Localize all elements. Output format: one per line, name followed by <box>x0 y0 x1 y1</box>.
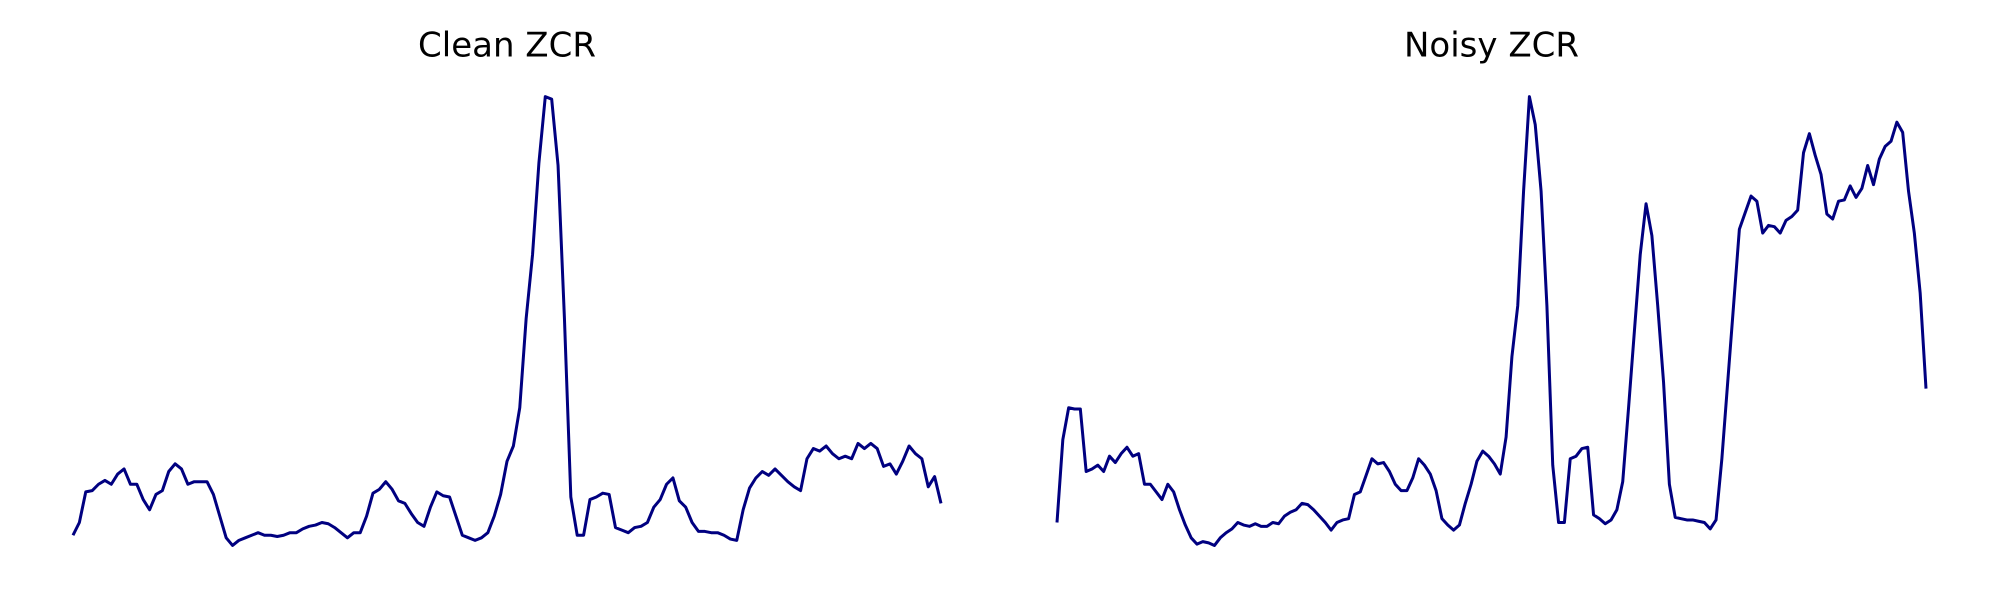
chart-title: Noisy ZCR <box>1404 26 1579 66</box>
series-line <box>71 95 943 547</box>
series-line <box>1055 95 1928 547</box>
chart-title: Clean ZCR <box>418 26 596 66</box>
